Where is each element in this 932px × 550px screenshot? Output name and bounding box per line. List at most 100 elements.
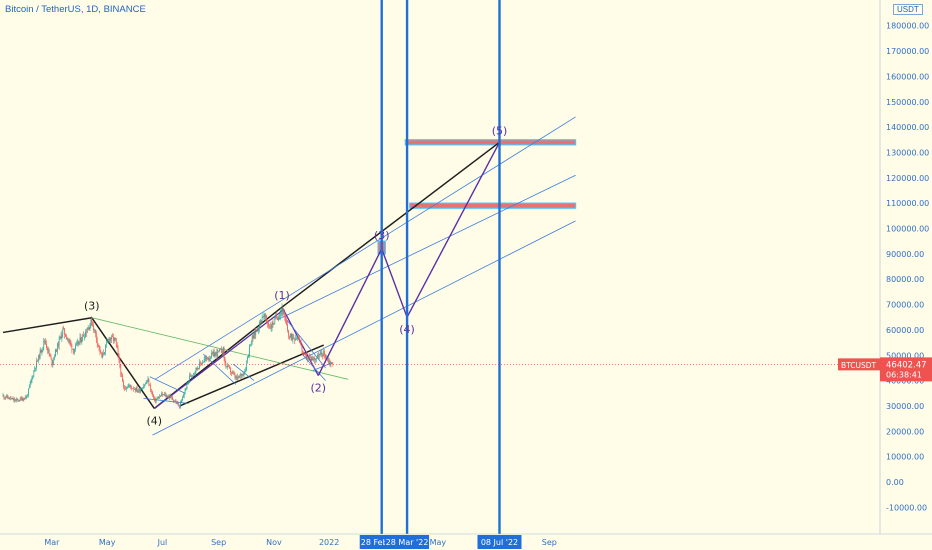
candle-body	[10, 398, 12, 400]
time-tick-label: Sep	[211, 538, 226, 547]
candle-body	[47, 347, 48, 351]
candle-body	[24, 397, 26, 400]
candle-body	[76, 341, 78, 344]
marker-date-tag	[477, 535, 522, 549]
candle-body	[295, 338, 296, 340]
candle-body	[31, 377, 33, 381]
candle-body	[191, 375, 192, 377]
trendline	[2, 316, 92, 334]
candle-body	[281, 308, 283, 311]
candle-body	[282, 308, 284, 315]
candle-body	[122, 375, 123, 382]
candle-body	[119, 359, 121, 367]
candle-body	[314, 358, 316, 361]
price-tick-label: 110000.00	[886, 199, 929, 208]
candle-body	[188, 380, 190, 383]
marker-date-label: 08 Jul '22	[481, 538, 518, 547]
candle-body	[157, 397, 159, 399]
candle-body	[189, 375, 190, 381]
time-tick-label: Nov	[266, 538, 282, 547]
candle-body	[124, 387, 125, 389]
candle-body	[42, 347, 44, 351]
candle-body	[69, 340, 71, 343]
trendline	[143, 397, 189, 404]
wave-label: (4)	[399, 323, 415, 336]
candle-body	[19, 397, 21, 401]
candle-body	[320, 352, 322, 355]
candle-body	[170, 395, 171, 398]
candle-body	[328, 361, 330, 362]
candle-body	[30, 380, 32, 383]
candle-body	[186, 382, 188, 390]
candle-body	[128, 385, 130, 387]
candle-body	[106, 341, 108, 343]
candle-body	[37, 355, 39, 361]
candle-body	[198, 368, 200, 370]
candle-body	[331, 362, 333, 364]
candle-body	[201, 363, 202, 365]
candle-body	[71, 344, 73, 350]
candle-body	[273, 323, 275, 325]
candle-body	[230, 367, 231, 373]
candle-body	[209, 358, 210, 360]
candle-body	[60, 336, 62, 339]
candle-body	[243, 373, 245, 376]
candle-body	[323, 351, 325, 357]
trendline	[179, 344, 325, 407]
candle-body	[62, 328, 64, 335]
candle-body	[184, 389, 186, 394]
candle-body	[276, 316, 277, 318]
candle-body	[107, 339, 109, 342]
candle-body	[178, 404, 180, 406]
candle-body	[46, 343, 47, 348]
candle-body	[304, 353, 306, 355]
candle-body	[296, 338, 297, 340]
candle-body	[278, 315, 280, 318]
candle-body	[116, 344, 118, 349]
candle-body	[85, 331, 86, 337]
candle-body	[146, 381, 148, 383]
candle-body	[87, 327, 89, 331]
candle-body	[210, 357, 211, 359]
candle-body	[235, 376, 237, 378]
candle-body	[64, 328, 65, 335]
candle-body	[187, 382, 189, 383]
candle-body	[309, 357, 311, 358]
candle-body	[91, 319, 93, 324]
candle-body	[72, 349, 74, 350]
price-tick-label: 130000.00	[886, 148, 929, 157]
wave-label: (1)	[274, 289, 290, 302]
candle-body	[206, 357, 208, 359]
currency-unit-badge[interactable]: USDT	[893, 4, 923, 15]
candle-body	[160, 395, 161, 397]
candle-body	[176, 402, 178, 404]
price-tick-label: 60000.00	[886, 326, 924, 335]
candle-body	[144, 383, 146, 386]
price-tick-label: -10000.00	[886, 503, 927, 512]
candle-body	[260, 320, 262, 323]
candle-body	[308, 356, 310, 358]
candle-body	[254, 332, 256, 336]
candle-body	[22, 398, 24, 401]
candle-body	[222, 347, 224, 354]
candle-body	[79, 337, 81, 342]
candle-body	[83, 334, 84, 337]
candle-body	[110, 337, 112, 340]
candle-body	[114, 337, 116, 339]
candle-body	[240, 374, 242, 376]
candle-body	[86, 331, 87, 333]
candle-body	[173, 401, 175, 403]
candle-body	[131, 386, 133, 389]
candle-body	[267, 321, 268, 324]
candle-body	[293, 337, 295, 339]
price-tick-label: 160000.00	[886, 72, 929, 81]
candle-body	[101, 352, 103, 358]
candle-body	[53, 357, 55, 362]
candle-body	[114, 337, 115, 341]
candle-body	[172, 397, 173, 400]
candle-body	[150, 385, 152, 391]
candle-body	[213, 352, 215, 357]
candle-body	[124, 388, 126, 390]
candle-body	[316, 358, 317, 360]
